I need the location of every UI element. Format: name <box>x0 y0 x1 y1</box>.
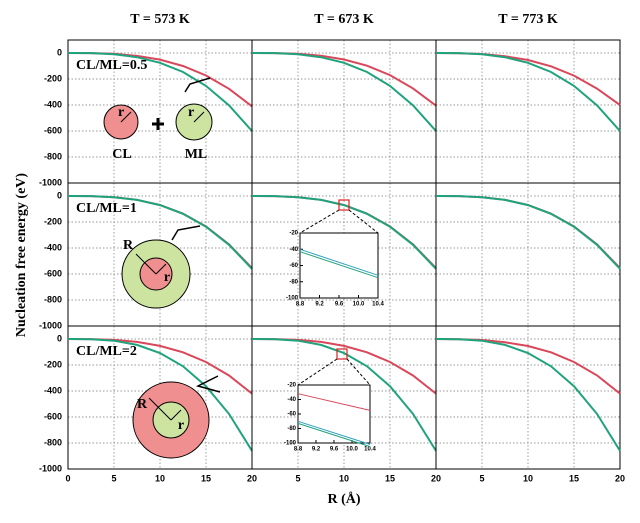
inset-y-tick-label: -40 <box>289 247 298 253</box>
diagram-label: R <box>123 238 134 253</box>
series-line <box>435 52 621 132</box>
x-tick-label: 10 <box>155 473 165 483</box>
inset-x-tick-label: 9.2 <box>312 447 321 453</box>
inset-y-tick-label: -20 <box>289 231 298 237</box>
y-tick-label: -1000 <box>39 177 62 187</box>
inset-y-tick-label: -80 <box>287 426 296 432</box>
column-title: T = 673 K <box>314 12 374 27</box>
inset-y-tick-label: -80 <box>289 279 298 285</box>
inset-x-tick-label: 10.4 <box>372 302 384 308</box>
x-tick-label: 5 <box>295 473 300 483</box>
panel-frame <box>435 325 621 470</box>
diagram-label: r <box>188 105 194 120</box>
series-line <box>297 420 371 445</box>
y-tick-label: -400 <box>44 242 62 252</box>
diagram-label: R <box>137 397 148 412</box>
y-tick-label: -400 <box>44 385 62 395</box>
pointer <box>195 375 221 393</box>
x-tick-label: 10 <box>339 473 349 483</box>
pointer <box>184 77 211 93</box>
y-tick-label: 0 <box>57 190 62 200</box>
zoom-box <box>336 348 348 360</box>
column-title: T = 773 K <box>498 12 558 27</box>
x-axis-label: R (Å) <box>327 491 360 507</box>
inset-x-tick-label: 8.8 <box>296 302 305 308</box>
inset-x-tick-label: 10.0 <box>353 302 365 308</box>
inset-y-tick-label: -100 <box>286 296 299 302</box>
series-line <box>299 248 379 276</box>
series-line <box>297 393 371 411</box>
x-tick-label: 15 <box>569 473 579 483</box>
inset-y-tick-label: -60 <box>289 263 298 269</box>
y-tick-label: -600 <box>44 125 62 135</box>
pointer <box>171 225 201 241</box>
diagrams: r r CL ML R r R r <box>103 77 221 459</box>
y-tick-label: -600 <box>44 411 62 421</box>
inset-x-tick-label: 9.2 <box>315 302 324 308</box>
y-tick-label: -600 <box>44 268 62 278</box>
x-tick-label: 5 <box>479 473 484 483</box>
series-line <box>67 195 253 270</box>
y-tick-label: -1000 <box>39 463 62 473</box>
y-tick-label: -800 <box>44 151 62 161</box>
row-label: CL/ML=2 <box>76 344 137 359</box>
x-tick-label: 15 <box>201 473 211 483</box>
inset-frame <box>297 384 371 444</box>
inset-y-tick-label: -40 <box>287 397 296 403</box>
y-tick-label: -200 <box>44 73 62 83</box>
inset-x-tick-label: 10.0 <box>346 447 358 453</box>
inset-y-tick-label: -100 <box>284 441 297 447</box>
radius-arrows <box>120 111 205 123</box>
x-tick-label: 20 <box>247 473 257 483</box>
inset-frame <box>299 232 379 299</box>
inset-x-tick-label: 9.6 <box>335 302 344 308</box>
x-tick-label: 10 <box>523 473 533 483</box>
row-label: CL/ML=1 <box>76 201 137 216</box>
series-line <box>251 52 437 132</box>
row-label: CL/ML=0.5 <box>76 58 147 73</box>
inset-y-tick-label: -60 <box>287 412 296 418</box>
y-tick-label: -800 <box>44 294 62 304</box>
radius-arrows <box>148 397 182 421</box>
column-title: T = 573 K <box>130 12 190 27</box>
x-tick-label: 20 <box>431 473 441 483</box>
inset-x-tick-label: 10.4 <box>364 447 376 453</box>
series-line <box>435 338 621 452</box>
inset-y-tick-label: -20 <box>287 383 296 389</box>
x-tick-label: 5 <box>111 473 116 483</box>
y-tick-label: -400 <box>44 99 62 109</box>
radius-arrows <box>135 253 167 275</box>
x-tick-label: 0 <box>65 473 70 483</box>
y-tick-label: 0 <box>57 47 62 57</box>
series-line <box>251 338 437 452</box>
diagram-label: r <box>118 105 124 120</box>
plus <box>152 118 164 130</box>
inset-x-tick-label: 8.8 <box>294 447 303 453</box>
x-tick-label: 20 <box>615 473 625 483</box>
y-tick-label: 0 <box>57 333 62 343</box>
series-line <box>297 422 371 448</box>
y-tick-label: -200 <box>44 216 62 226</box>
series-line <box>67 52 253 132</box>
x-tick-label: 15 <box>385 473 395 483</box>
zoom-box <box>338 199 350 211</box>
series-line <box>251 195 437 270</box>
diagram-label: r <box>178 418 184 433</box>
y-tick-label: -200 <box>44 359 62 369</box>
series-line <box>299 251 379 279</box>
zoom-lines <box>297 358 371 386</box>
series-line <box>67 338 253 452</box>
diagram-label: ML <box>185 147 208 162</box>
inset-x-tick-label: 9.6 <box>330 447 339 453</box>
zoom-lines <box>299 209 379 234</box>
series-line <box>435 195 621 270</box>
diagram-label: CL <box>112 147 131 162</box>
y-tick-label: -1000 <box>39 320 62 330</box>
diagram-label: r <box>164 270 170 285</box>
y-axis-label: Nucleation free energy (eV) <box>14 173 29 338</box>
y-tick-label: -800 <box>44 437 62 447</box>
